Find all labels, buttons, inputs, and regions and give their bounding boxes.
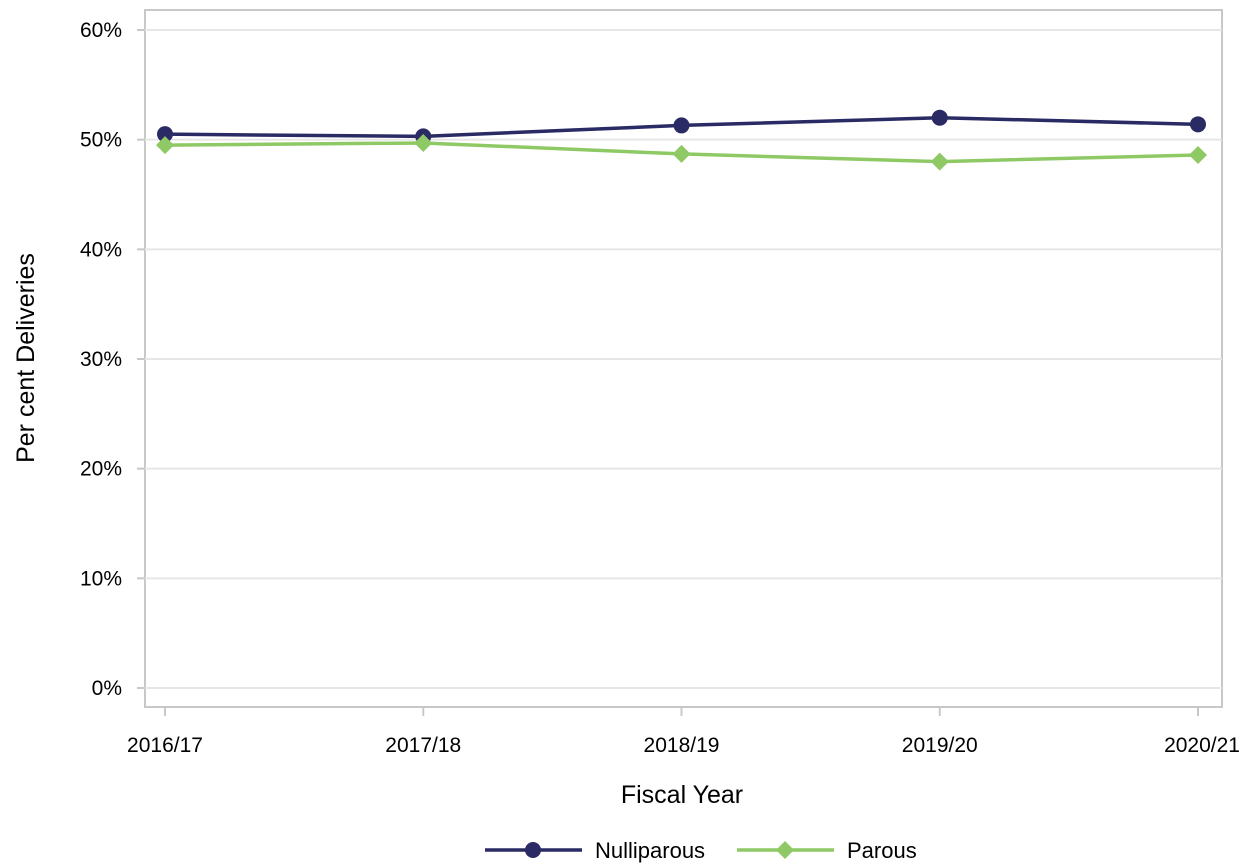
legend-item-parous: Parous [737, 838, 917, 863]
gridlines [145, 29, 1222, 689]
x-tick-label: 2016/17 [127, 734, 203, 757]
x-axis-ticks: 2016/17 2017/18 2018/19 2019/20 2020/21 [127, 707, 1240, 757]
y-axis-title: Per cent Deliveries [12, 253, 40, 463]
y-tick-label: 10% [80, 567, 122, 590]
marker-diamond-legend-parous [776, 841, 794, 859]
marker-diamond-parous [156, 136, 174, 155]
series-parous [156, 133, 1207, 171]
y-tick-label: 0% [92, 677, 122, 700]
legend: Nulliparous Parous [485, 838, 917, 863]
y-tick-label: 50% [80, 129, 122, 152]
marker-circle-legend-nulliparous [525, 842, 541, 858]
marker-circle-nulliparous [931, 109, 948, 126]
marker-diamond-parous [414, 133, 433, 152]
x-tick-label: 2020/21 [1164, 734, 1240, 757]
marker-diamond-parous [1189, 146, 1207, 165]
x-tick-label: 2017/18 [385, 734, 461, 757]
marker-diamond-parous [930, 152, 949, 171]
legend-label: Nulliparous [595, 838, 705, 863]
marker-diamond-parous [672, 144, 691, 163]
x-tick-label: 2018/19 [644, 734, 720, 757]
legend-item-nulliparous: Nulliparous [485, 838, 705, 863]
y-axis-ticks: 0% 10% 20% 30% 40% 50% 60% [80, 19, 145, 700]
x-axis-title: Fiscal Year [621, 781, 743, 809]
y-tick-label: 40% [80, 238, 122, 261]
y-tick-label: 30% [80, 348, 122, 371]
marker-circle-nulliparous [1190, 116, 1206, 133]
marker-circle-nulliparous [157, 126, 173, 143]
series-layer [156, 109, 1207, 171]
y-tick-label: 20% [80, 458, 122, 481]
y-tick-label: 60% [80, 19, 122, 42]
legend-label: Parous [847, 838, 917, 863]
marker-circle-nulliparous [673, 117, 690, 134]
x-tick-label: 2019/20 [902, 734, 978, 757]
